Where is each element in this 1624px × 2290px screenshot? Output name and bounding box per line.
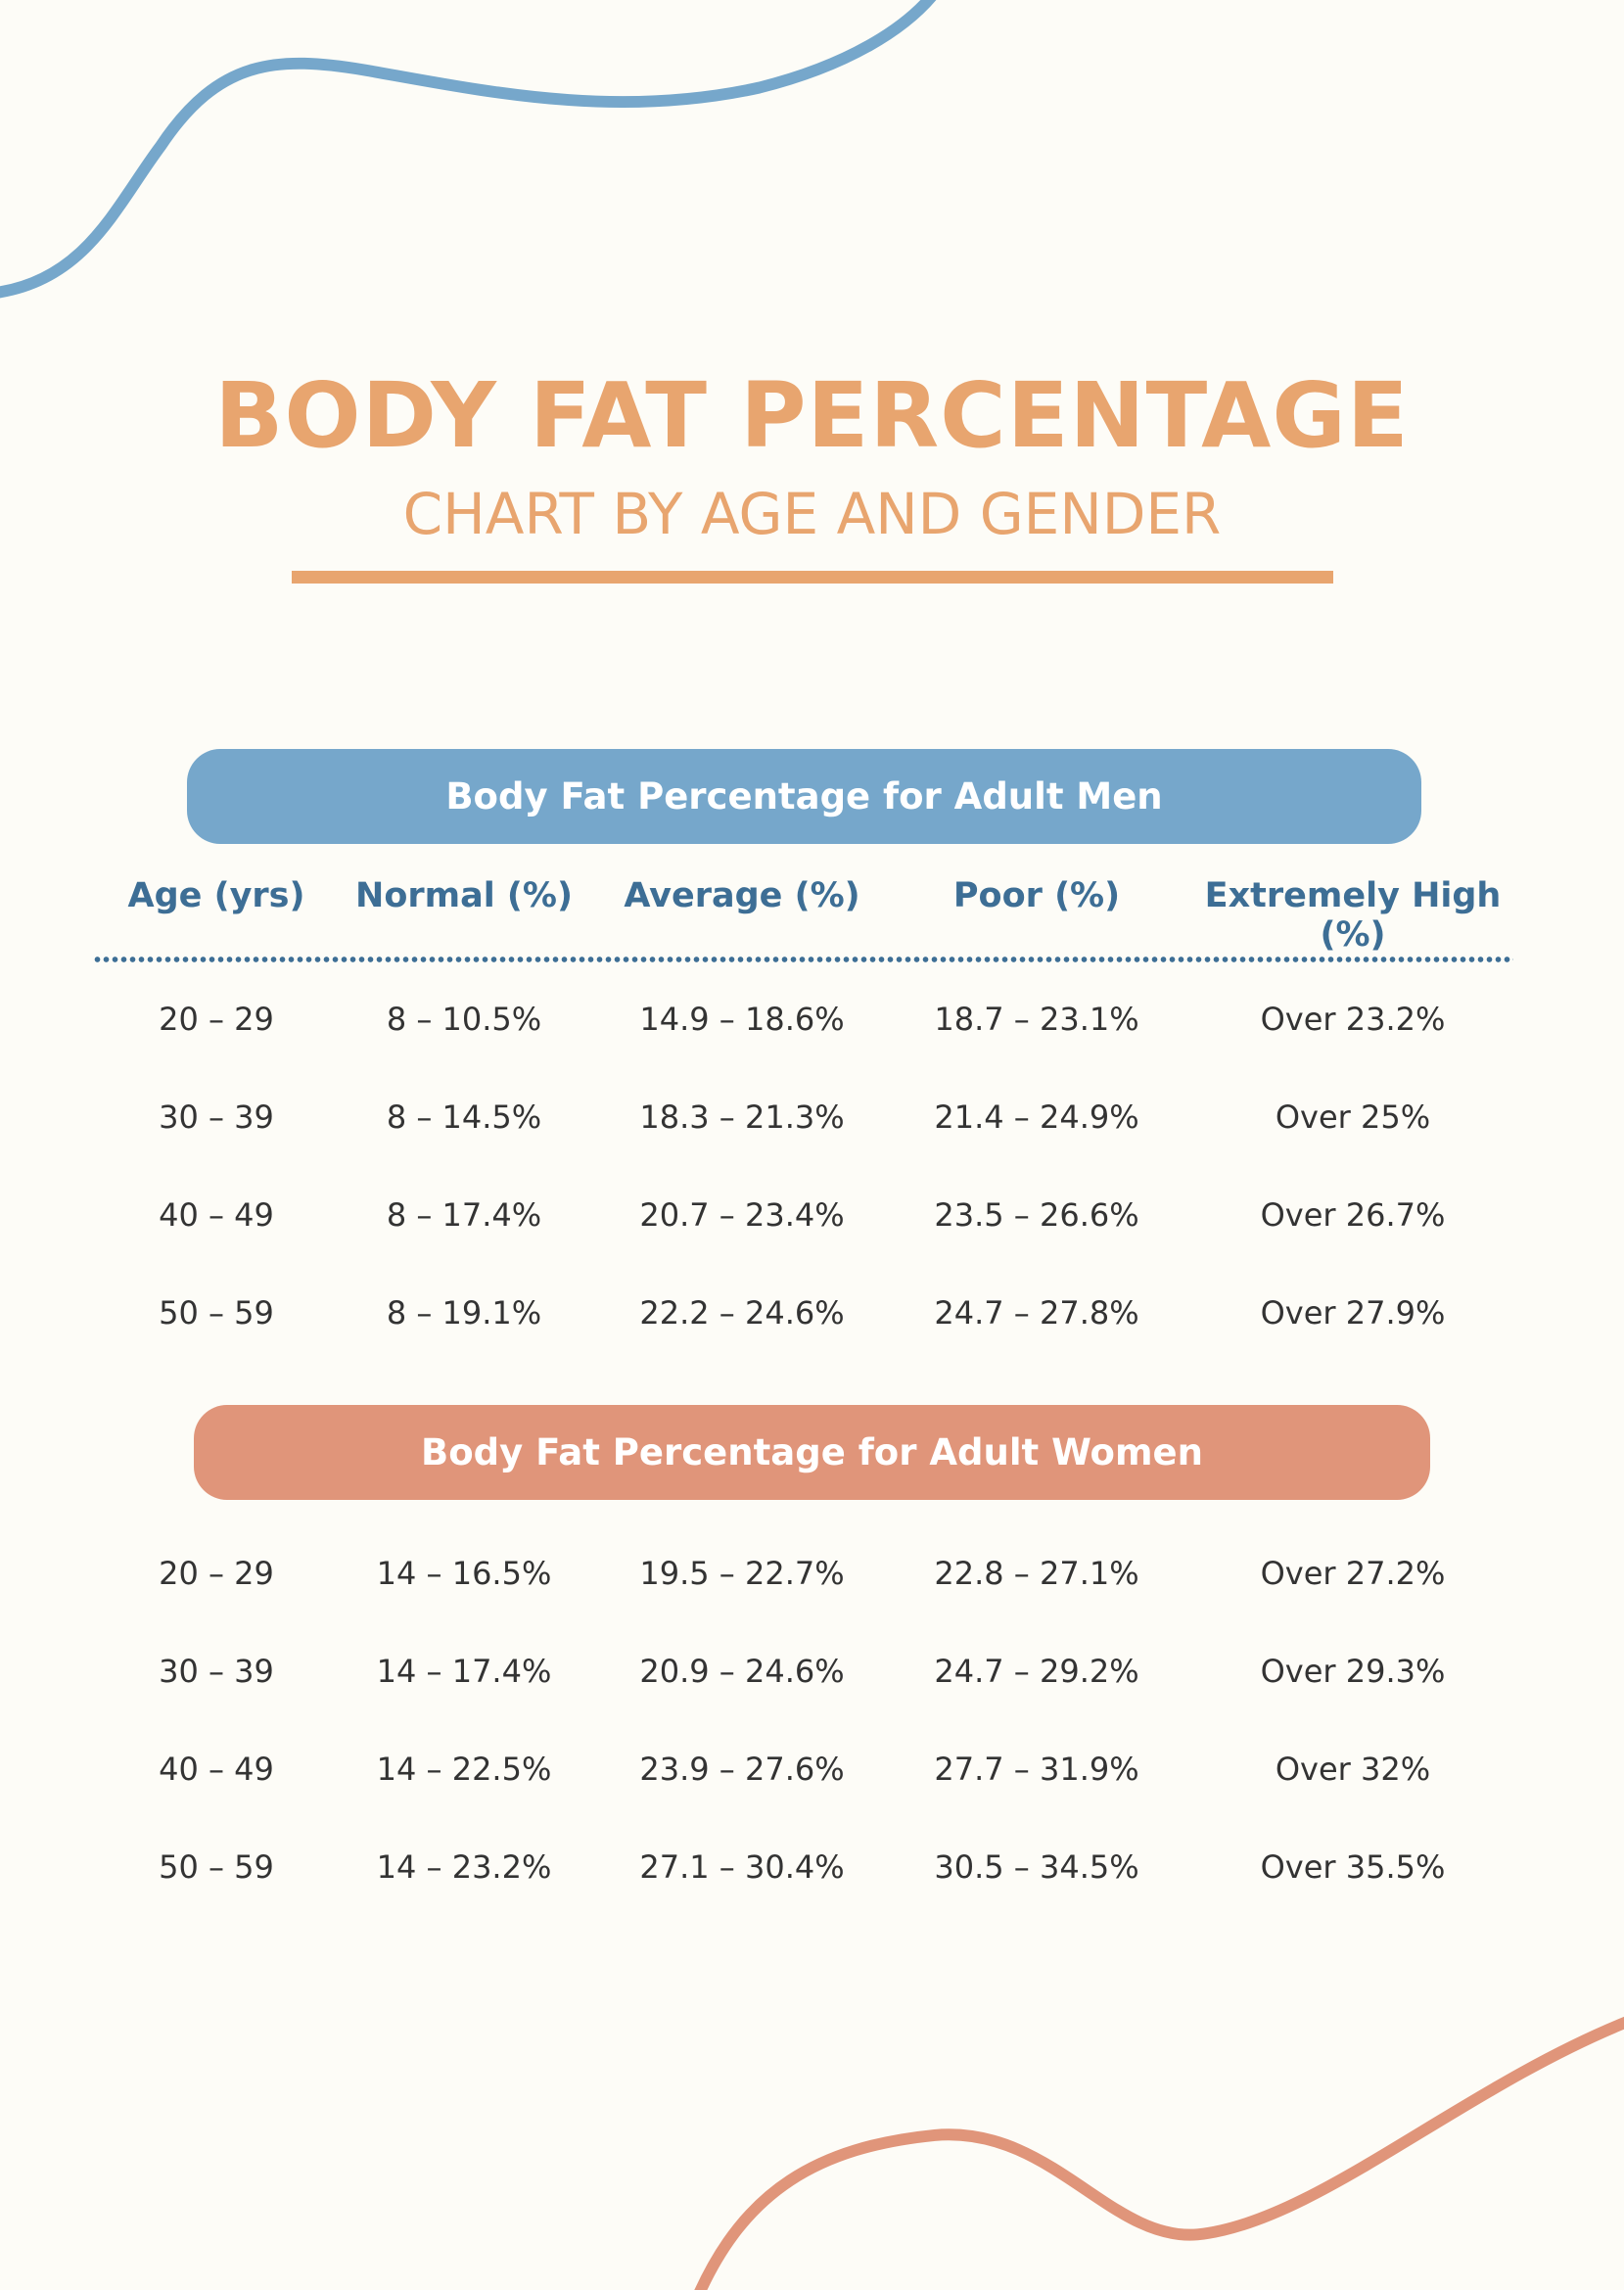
table-cell: 22.8 – 27.1% [934,1555,1139,1592]
column-header: Age (yrs) [127,876,305,915]
table-cell: 8 – 14.5% [386,1098,542,1136]
table-cell: 19.5 – 22.7% [639,1555,845,1592]
dotted-divider [93,956,1513,963]
men-section-label: Body Fat Percentage for Adult Men [445,775,1163,818]
table-cell: 20.7 – 23.4% [639,1196,845,1234]
men-section-banner: Body Fat Percentage for Adult Men [187,749,1421,844]
page-subtitle: CHART BY AGE AND GENDER [402,481,1222,547]
table-cell: 22.2 – 24.6% [639,1294,845,1332]
table-cell: 14 – 23.2% [376,1848,552,1886]
table-cell: 14 – 16.5% [376,1555,552,1592]
table-cell: 24.7 – 27.8% [934,1294,1139,1332]
table-cell: 14.9 – 18.6% [639,1001,845,1038]
table-cell: 23.5 – 26.6% [934,1196,1139,1234]
table-cell: 27.1 – 30.4% [639,1848,845,1886]
table-cell: 20.9 – 24.6% [639,1653,845,1690]
title-underline [292,571,1333,584]
women-section-label: Body Fat Percentage for Adult Women [421,1431,1203,1473]
table-cell: Over 25% [1275,1098,1431,1136]
page-title: BODY FAT PERCENTAGE [214,363,1410,468]
table-cell: Over 29.3% [1260,1653,1446,1690]
table-cell: 30 – 39 [159,1653,274,1690]
table-cell: Over 26.7% [1260,1196,1446,1234]
column-header: Poor (%) [952,876,1121,915]
women-section-banner: Body Fat Percentage for Adult Women [194,1405,1430,1500]
table-cell: Over 35.5% [1260,1848,1446,1886]
column-header: Average (%) [624,876,860,915]
table-cell: 40 – 49 [159,1751,274,1788]
table-cell: 50 – 59 [159,1848,274,1886]
table-cell: 40 – 49 [159,1196,274,1234]
table-cell: 14 – 22.5% [376,1751,552,1788]
column-header: Normal (%) [355,876,573,915]
table-cell: 30.5 – 34.5% [934,1848,1139,1886]
table-cell: 27.7 – 31.9% [934,1751,1139,1788]
table-cell: 8 – 17.4% [386,1196,542,1234]
table-cell: 20 – 29 [159,1555,274,1592]
table-cell: 20 – 29 [159,1001,274,1038]
table-cell: 14 – 17.4% [376,1653,552,1690]
table-cell: 30 – 39 [159,1098,274,1136]
table-cell: 50 – 59 [159,1294,274,1332]
bottom-orange-wave [694,2016,1624,2290]
top-blue-wave [0,0,937,299]
table-cell: Over 27.2% [1260,1555,1446,1592]
table-cell: 21.4 – 24.9% [934,1098,1139,1136]
table-cell: 23.9 – 27.6% [639,1751,845,1788]
column-header: Extremely High (%) [1204,876,1502,955]
table-cell: 18.7 – 23.1% [934,1001,1139,1038]
table-cell: 8 – 19.1% [386,1294,542,1332]
table-cell: 18.3 – 21.3% [639,1098,845,1136]
table-cell: Over 27.9% [1260,1294,1446,1332]
table-cell: Over 32% [1275,1751,1431,1788]
table-cell: 24.7 – 29.2% [934,1653,1139,1690]
table-cell: Over 23.2% [1260,1001,1446,1038]
table-cell: 8 – 10.5% [386,1001,542,1038]
